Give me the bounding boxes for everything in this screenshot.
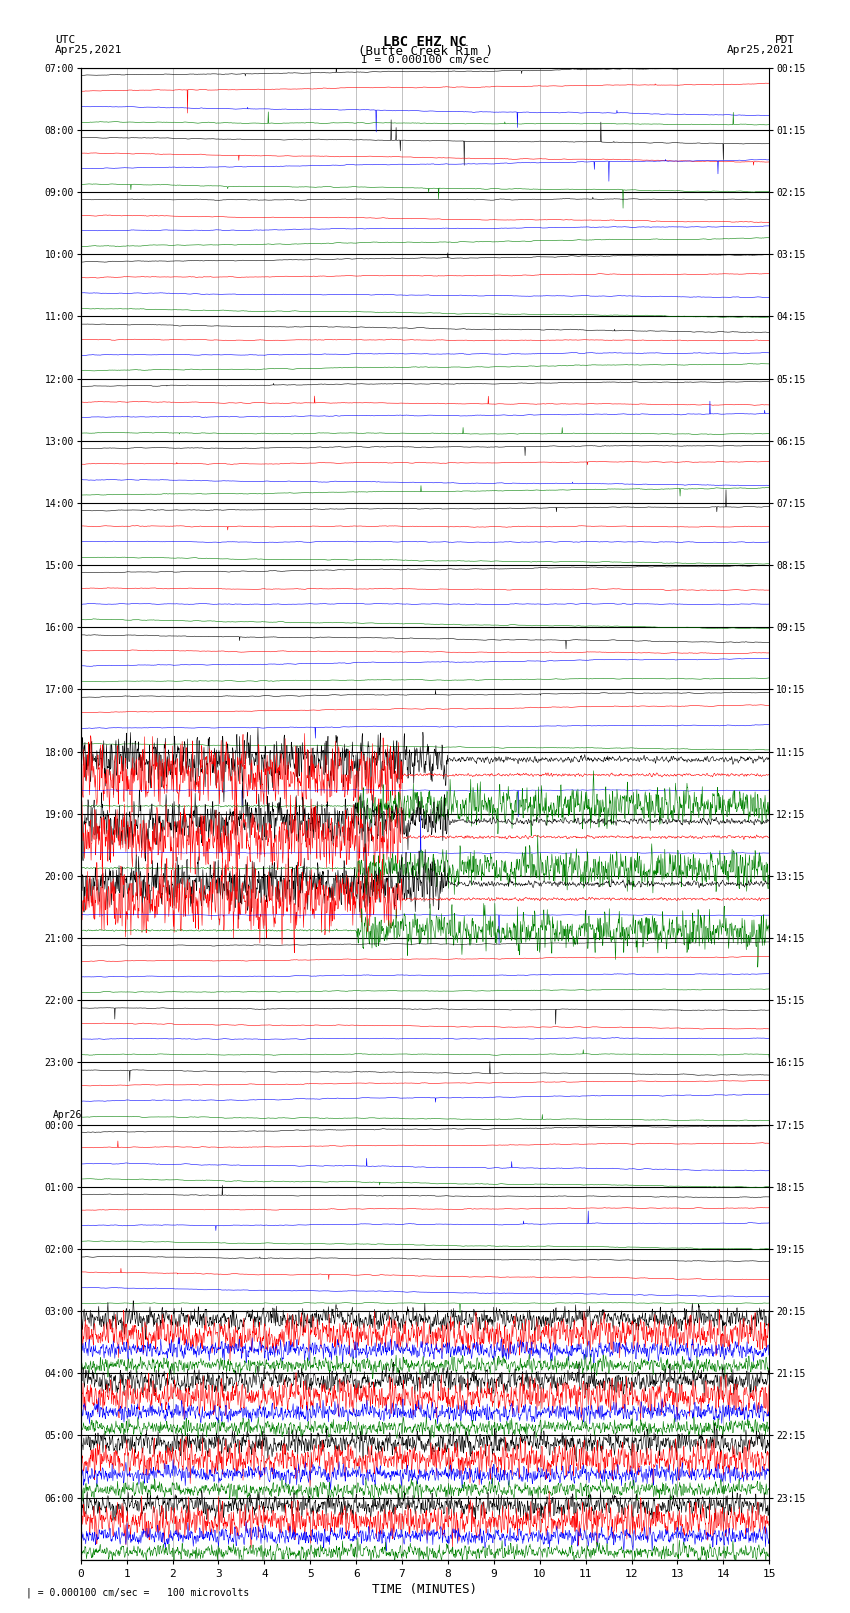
Text: (Butte Creek Rim ): (Butte Creek Rim ) (358, 45, 492, 58)
Text: Apr25,2021: Apr25,2021 (728, 45, 795, 55)
Text: Apr26: Apr26 (54, 1110, 82, 1121)
Text: PDT: PDT (774, 35, 795, 45)
Text: LBC EHZ NC: LBC EHZ NC (383, 35, 467, 48)
X-axis label: TIME (MINUTES): TIME (MINUTES) (372, 1582, 478, 1595)
Text: I = 0.000100 cm/sec: I = 0.000100 cm/sec (361, 55, 489, 65)
Text: UTC: UTC (55, 35, 76, 45)
Text: | = 0.000100 cm/sec =   100 microvolts: | = 0.000100 cm/sec = 100 microvolts (26, 1587, 249, 1598)
Text: Apr25,2021: Apr25,2021 (55, 45, 122, 55)
